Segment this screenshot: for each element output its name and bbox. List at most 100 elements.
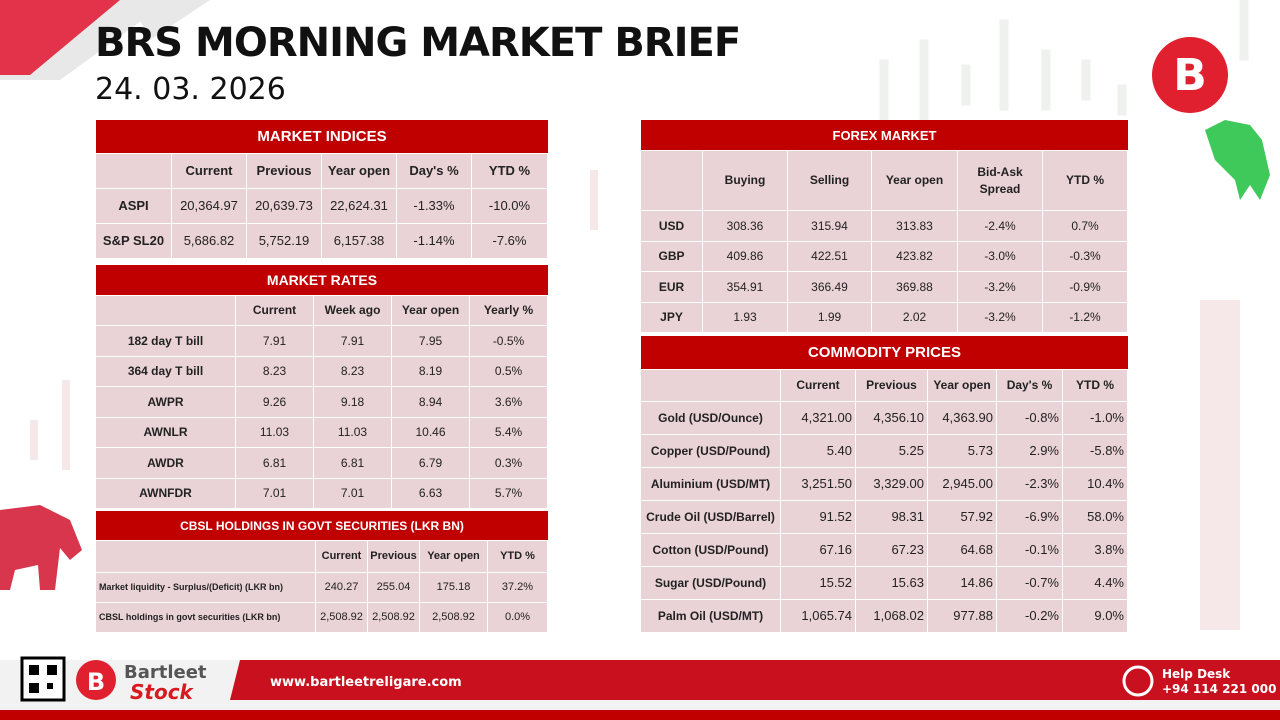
table: MARKET INDICES Current Previous Year open Da… (96, 120, 548, 259)
table-cell: 10.4% (1063, 468, 1128, 501)
table-row: Palm Oil (USD/MT) 1,065.74 1,068.02 977.88-… (641, 600, 1128, 633)
table-cell: -3.0% (958, 241, 1043, 272)
table-cell: -7.6% (472, 224, 548, 259)
table-cell: -5.8% (1063, 435, 1128, 468)
column-header: YTD % (488, 541, 548, 573)
table-row: AWNFDR 7.01 7.01 6.63 5.7% (96, 478, 548, 509)
table: CBSL HOLDINGS IN GOVT SECURITIES (LKR BN… (96, 511, 548, 633)
table-cell: 3,329.00 (856, 468, 928, 501)
table-cell: 6.79 (392, 448, 470, 479)
table-cell: 7.95 (392, 326, 470, 357)
table-cell: 2,508.92 (420, 603, 488, 633)
table-cell: 5.4% (470, 417, 548, 448)
table-title: FOREX MARKET (641, 120, 1128, 151)
table-row: Aluminium (USD/MT) 3,251.50 3,329.00 2,945.… (641, 468, 1128, 501)
column-header: Current (236, 296, 314, 326)
table-cell: 37.2% (488, 573, 548, 603)
row-label: JPY (641, 302, 703, 333)
table-cell: 14.86 (928, 567, 997, 600)
table-row: S&P SL20 5,686.82 5,752.19 6,157.38 -1.14% -7… (96, 224, 548, 259)
column-header: Yearly % (470, 296, 548, 326)
table-cell: 409.86 (703, 241, 788, 272)
row-label: AWNLR (96, 417, 236, 448)
table-cell: 1.93 (703, 302, 788, 333)
table-cell: 255.04 (368, 573, 420, 603)
table-cell: 57.92 (928, 501, 997, 534)
row-label: CBSL holdings in govt securities (LKR bn… (96, 603, 316, 633)
header-cell (96, 296, 236, 326)
table-cell: 3,251.50 (781, 468, 856, 501)
table-cell: -0.5% (470, 326, 548, 357)
svg-text:B: B (87, 668, 105, 696)
header-row: Current Week ago Year open Yearly % (96, 296, 548, 326)
table-cell: 64.68 (928, 534, 997, 567)
table-row: JPY 1.93 1.99 2.02 -3.2% -1.2% (641, 302, 1128, 333)
table-row: AWDR 6.81 6.81 6.79 0.3% (96, 448, 548, 479)
table-cell: -1.0% (1063, 402, 1128, 435)
table-cell: 977.88 (928, 600, 997, 633)
table-cell: -10.0% (472, 189, 548, 224)
column-header: YTD % (472, 154, 548, 189)
table-cell: 7.91 (314, 326, 392, 357)
table-row: Sugar (USD/Pound) 15.52 15.63 14.86 -0.7% 4.4… (641, 567, 1128, 600)
header-cell (96, 154, 172, 189)
column-header: Selling (788, 151, 872, 211)
table-cell: -1.33% (397, 189, 472, 224)
table-cell: 3.6% (470, 387, 548, 418)
table-cell: 4,363.90 (928, 402, 997, 435)
column-header: Previous (247, 154, 322, 189)
table-cell: 0.5% (470, 356, 548, 387)
table-cell: 0.7% (1043, 211, 1128, 242)
row-label: ASPI (96, 189, 172, 224)
row-label: Market liquidity - Surplus/(Deficit) (LK… (96, 573, 316, 603)
table-cell: -1.2% (1043, 302, 1128, 333)
table-cell: 2,945.00 (928, 468, 997, 501)
table-cell: -6.9% (997, 501, 1063, 534)
website[interactable]: www.bartleetreligare.com (270, 675, 462, 690)
table-cell: 308.36 (703, 211, 788, 242)
table-cell: 3.8% (1063, 534, 1128, 567)
column-header: YTD % (1043, 151, 1128, 211)
brand-name: Bartleet (124, 662, 207, 683)
column-header: Current (781, 370, 856, 402)
row-label: Gold (USD/Ounce) (641, 402, 781, 435)
column-header: Day's % (997, 370, 1063, 402)
table-cell: 98.31 (856, 501, 928, 534)
column-header: Bid-Ask Spread (958, 151, 1043, 211)
table-title: MARKET RATES (96, 265, 548, 296)
row-label: Crude Oil (USD/Barrel) (641, 501, 781, 534)
table-title: CBSL HOLDINGS IN GOVT SECURITIES (LKR BN… (96, 511, 548, 541)
table-cell: 5,752.19 (247, 224, 322, 259)
table-cell: 5.25 (856, 435, 928, 468)
row-label: Cotton (USD/Pound) (641, 534, 781, 567)
table-cell: 1,065.74 (781, 600, 856, 633)
table-cell: 4,321.00 (781, 402, 856, 435)
column-header: Current (316, 541, 368, 573)
column-header: Year open (420, 541, 488, 573)
table-cell: 20,639.73 (247, 189, 322, 224)
table-cell: 423.82 (872, 241, 958, 272)
header-row: Current Previous Year open Day's % YTD % (641, 370, 1128, 402)
table-cell: 6,157.38 (322, 224, 397, 259)
table-cell: 422.51 (788, 241, 872, 272)
row-label: AWNFDR (96, 478, 236, 509)
table-cell: 2.02 (872, 302, 958, 333)
column-header: Year open (928, 370, 997, 402)
table-cell: 315.94 (788, 211, 872, 242)
table-cell: 6.81 (236, 448, 314, 479)
table-row: GBP 409.86 422.51 423.82 -3.0% -0.3% (641, 241, 1128, 272)
table-cell: 22,624.31 (322, 189, 397, 224)
table-row: AWPR 9.26 9.18 8.94 3.6% (96, 387, 548, 418)
table-row: Market liquidity - Surplus/(Deficit) (LK… (96, 573, 548, 603)
table-cell: -0.1% (997, 534, 1063, 567)
table-cell: -3.2% (958, 272, 1043, 303)
table-cell: 5.40 (781, 435, 856, 468)
column-header: YTD % (1063, 370, 1128, 402)
table-cell: 5,686.82 (172, 224, 247, 259)
row-label: EUR (641, 272, 703, 303)
table-cell: 1.99 (788, 302, 872, 333)
table-row: Copper (USD/Pound) 5.40 5.25 5.73 2.9% -5.8% (641, 435, 1128, 468)
table-cell: 15.52 (781, 567, 856, 600)
table-cell: -3.2% (958, 302, 1043, 333)
